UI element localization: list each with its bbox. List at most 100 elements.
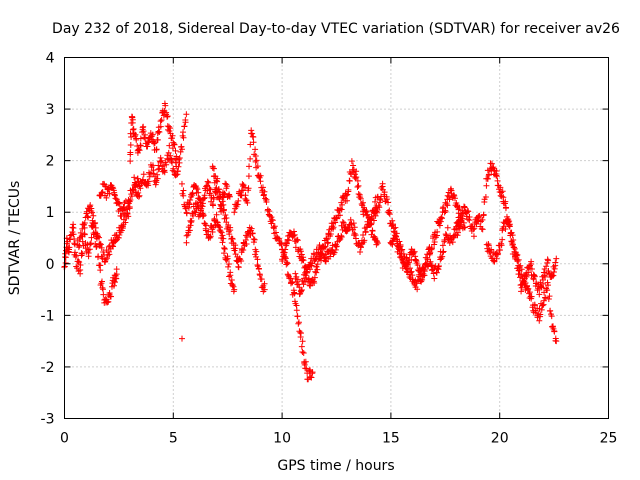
data-point [446, 239, 453, 246]
data-point [439, 215, 446, 222]
data-point [112, 279, 118, 286]
y-tick-label: 3 [46, 102, 55, 118]
data-point [226, 193, 233, 200]
data-point [213, 211, 220, 218]
y-tick-label: -3 [41, 412, 55, 428]
data-point [245, 173, 252, 180]
data-point [386, 211, 393, 218]
y-tick-label: 1 [46, 205, 55, 221]
data-point [153, 146, 160, 153]
data-point [360, 231, 367, 238]
data-point [200, 195, 207, 202]
data-point [357, 195, 364, 202]
data-point [151, 140, 158, 147]
data-point [84, 213, 91, 220]
data-point [323, 235, 330, 242]
data-point [225, 261, 232, 268]
y-tick-label: 2 [46, 154, 55, 170]
data-point [166, 142, 173, 149]
data-point [109, 184, 116, 191]
data-point [203, 222, 210, 229]
data-point [414, 286, 421, 293]
data-point [179, 335, 186, 342]
data-point [167, 125, 174, 132]
data-point [111, 192, 118, 199]
data-point [72, 253, 79, 260]
data-point [511, 245, 518, 252]
data-point [333, 215, 340, 222]
data-point [449, 239, 456, 246]
data-point [229, 236, 236, 243]
data-point [125, 213, 132, 220]
data-point [67, 232, 74, 239]
data-point [217, 193, 224, 200]
data-point [299, 338, 306, 345]
data-point [77, 261, 84, 268]
data-point [146, 169, 152, 176]
data-point [224, 255, 231, 262]
data-point [502, 225, 509, 232]
data-point [216, 224, 223, 231]
data-point [413, 280, 420, 287]
data-point [394, 240, 401, 247]
data-point [361, 237, 368, 244]
data-point [409, 272, 416, 279]
data-point [470, 226, 477, 233]
data-point [484, 175, 491, 182]
data-point [297, 287, 304, 294]
data-point [440, 204, 447, 211]
data-point [261, 188, 268, 195]
data-point [106, 289, 113, 296]
x-tick-label: 20 [491, 431, 509, 447]
data-point [196, 211, 203, 218]
data-point [157, 123, 164, 130]
data-point [106, 190, 113, 197]
data-point [87, 202, 94, 209]
data-point [403, 265, 410, 272]
data-point [135, 193, 142, 200]
data-point [210, 165, 217, 172]
x-tick-label: 5 [169, 431, 178, 447]
data-point [219, 198, 226, 205]
data-point [75, 244, 82, 251]
data-point [436, 222, 443, 229]
data-point [140, 128, 147, 135]
data-point [98, 278, 105, 285]
data-point [214, 175, 221, 182]
data-point [551, 328, 558, 335]
data-point [201, 194, 208, 201]
data-point [493, 255, 500, 262]
data-point [364, 211, 371, 218]
data-point [302, 358, 309, 365]
data-point [169, 145, 176, 152]
data-point [307, 282, 314, 289]
data-point [135, 189, 142, 196]
data-point [442, 207, 449, 214]
data-point [164, 113, 171, 120]
data-point [294, 237, 301, 244]
data-point [515, 267, 522, 274]
data-point [79, 233, 86, 240]
data-point [216, 196, 223, 203]
data-point [311, 274, 318, 281]
data-point [187, 196, 194, 203]
data-point [513, 256, 520, 263]
data-point [264, 206, 271, 213]
data-point [162, 102, 169, 109]
data-point [226, 231, 233, 238]
data-point [135, 146, 142, 153]
data-point [518, 284, 525, 291]
data-point [290, 228, 297, 235]
data-point [314, 252, 321, 259]
data-point [90, 212, 97, 219]
data-point [526, 289, 533, 296]
data-point [428, 245, 435, 252]
data-point [303, 274, 310, 281]
data-point [105, 298, 112, 305]
data-point [232, 245, 239, 252]
data-point [542, 294, 549, 301]
data-point [99, 286, 106, 293]
data-point [499, 188, 506, 195]
data-point [99, 284, 106, 291]
data-point [137, 185, 144, 192]
